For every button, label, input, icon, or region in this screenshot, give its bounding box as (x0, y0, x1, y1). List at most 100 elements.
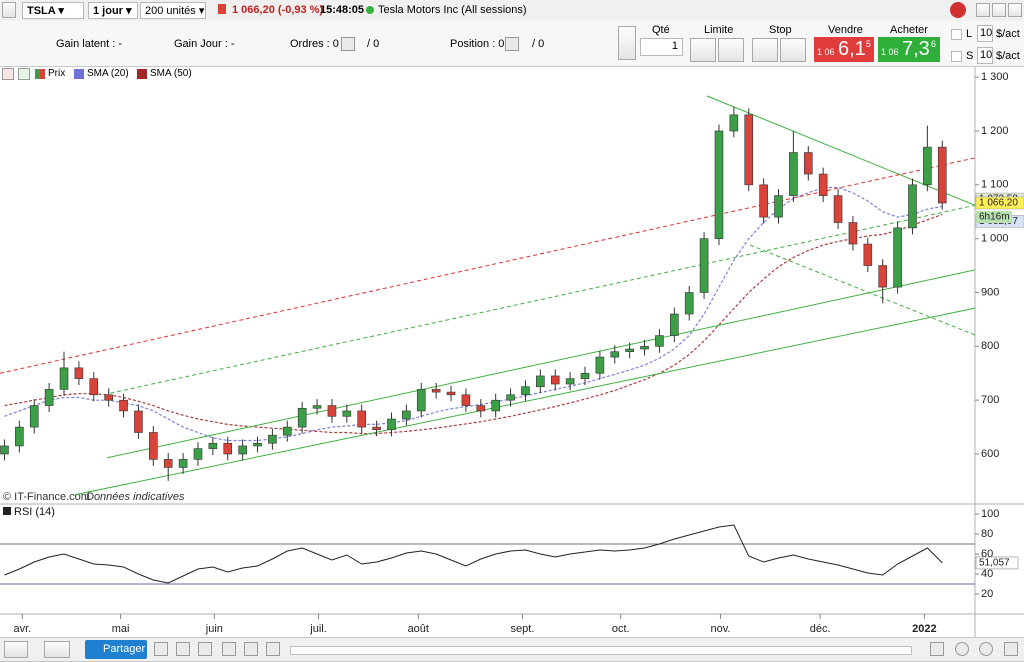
candle-body (178, 459, 188, 468)
candle-body (327, 405, 337, 417)
y-tick-label: 900 (981, 286, 999, 298)
x-tick-label: juin (205, 623, 223, 635)
symbol-select[interactable]: TSLA ▾ (22, 2, 84, 19)
fullscreen[interactable] (1004, 642, 1018, 656)
buy-button[interactable]: 1 06 7,3 6 (878, 37, 940, 62)
long-label: L (966, 28, 973, 40)
legend-label: SMA (50) (150, 68, 192, 79)
share-button[interactable]: Partager (85, 640, 147, 659)
account-bar: Gain latent : - Gain Jour : - Ordres : 0… (0, 21, 1024, 67)
candle-body (670, 313, 679, 336)
candle-body (774, 195, 783, 218)
zoom-out[interactable] (955, 642, 969, 656)
long-qty-text: 10 (980, 27, 993, 39)
close-button[interactable] (1008, 3, 1022, 17)
y-tick-label: 20 (981, 588, 993, 600)
candle-body (253, 442, 262, 447)
draw-tool[interactable] (4, 641, 28, 658)
candle-body (223, 442, 233, 455)
candle-body (149, 432, 158, 460)
candle-body (0, 445, 9, 455)
units-select[interactable]: 200 unités ▾ (140, 2, 206, 19)
candle-body (818, 173, 828, 196)
x-tick-label: sept. (511, 623, 535, 635)
limit-sell-button[interactable] (718, 38, 744, 62)
moving-average (4, 213, 943, 435)
tool-icon[interactable] (198, 642, 212, 656)
tool-icon[interactable] (244, 642, 258, 656)
candle-body (908, 184, 917, 229)
y-tick-label: 600 (981, 448, 999, 460)
x-tick-label: avr. (13, 623, 31, 635)
top-toolbar: TSLA ▾ 1 jour ▾ 200 unités ▾ 1 066,20 (-… (0, 0, 1024, 22)
orders-icon[interactable] (341, 37, 355, 51)
trendline (74, 307, 976, 496)
down-arrow-icon (218, 4, 226, 14)
refresh-icon[interactable] (950, 2, 966, 18)
limit-buy-button[interactable] (690, 38, 716, 62)
position-icon[interactable] (505, 37, 519, 51)
legend-toggle[interactable] (2, 68, 14, 80)
short-qty[interactable]: 10 (977, 47, 993, 64)
candle-body (580, 372, 590, 379)
buy-label: Acheter (890, 24, 928, 36)
x-tick-label: août (408, 623, 429, 635)
long-qty[interactable]: 10 (977, 25, 993, 42)
candle-body (372, 426, 381, 431)
x-tick-label: nov. (710, 623, 730, 635)
stop-sell-button[interactable] (780, 38, 806, 62)
menu-button[interactable] (2, 2, 16, 18)
legend-swatch (74, 69, 84, 79)
period-select[interactable]: 1 jour ▾ (88, 2, 138, 19)
candle-body (610, 351, 620, 358)
tool-icon[interactable] (266, 642, 280, 656)
stop-buy-button[interactable] (752, 38, 778, 62)
units: 200 unités (145, 5, 196, 17)
candle-body (89, 378, 99, 396)
candle-body (416, 389, 426, 412)
candle-body (208, 442, 218, 449)
short-checkbox[interactable] (951, 51, 962, 62)
tool-icon[interactable] (176, 642, 190, 656)
candle-body (297, 407, 307, 428)
orders: Ordres : 0 (290, 38, 339, 50)
status-dot (366, 6, 374, 14)
maximize-button[interactable] (992, 3, 1006, 17)
candle-body (342, 410, 352, 417)
countdown-box (976, 211, 1012, 224)
tool-icon[interactable] (222, 642, 236, 656)
candle-body (387, 418, 396, 431)
y-tick-label: 1 100 (981, 179, 1009, 191)
y-tick-label: 100 (981, 508, 999, 520)
candle-body (431, 389, 441, 393)
minimize-button[interactable] (976, 3, 990, 17)
candle-body (104, 394, 113, 401)
y-tick-label: 1 200 (981, 125, 1009, 137)
settings-button[interactable] (618, 26, 636, 60)
chart-type[interactable] (44, 641, 70, 658)
candle-body (833, 195, 843, 223)
candle-body (521, 386, 530, 396)
zoom-fit[interactable] (930, 642, 944, 656)
qty-input[interactable]: 1 (640, 38, 683, 56)
tool-icon[interactable] (154, 642, 168, 656)
sell-button[interactable]: 1 06 6,1 5 (814, 37, 874, 62)
long-checkbox[interactable] (951, 29, 962, 40)
candle-body (312, 405, 322, 409)
chart-background (0, 66, 1024, 637)
candle-body (699, 238, 709, 293)
candle-body (402, 410, 411, 420)
candle-body (44, 389, 54, 406)
zoom-in[interactable] (979, 642, 993, 656)
candle-body (937, 146, 947, 204)
buy-prefix: 1 06 (881, 47, 899, 57)
legend-toggle[interactable] (18, 68, 30, 80)
candle-body (803, 152, 813, 175)
legend-swatch (137, 69, 147, 79)
y-tick-label: 40 (981, 568, 993, 580)
candle-body (461, 394, 471, 406)
scrollbar[interactable] (290, 646, 912, 655)
candle-body (640, 346, 649, 350)
x-tick-label: déc. (810, 623, 831, 635)
candle-body (759, 184, 768, 218)
